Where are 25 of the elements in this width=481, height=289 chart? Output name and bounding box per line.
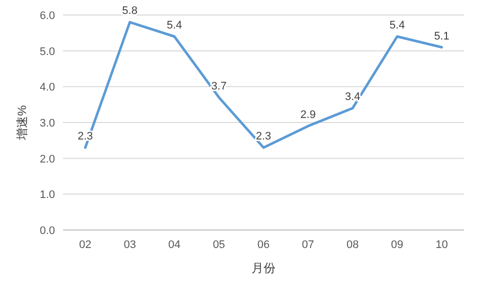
y-tick-label: 2.0 bbox=[40, 153, 55, 166]
data-label: 2.9 bbox=[300, 109, 316, 122]
x-tick-label: 03 bbox=[124, 239, 136, 251]
y-tick-label: 3.0 bbox=[40, 118, 55, 130]
data-label: 3.7 bbox=[211, 80, 227, 92]
x-tick-label: 05 bbox=[212, 239, 226, 251]
y-tick-label: 5.0 bbox=[40, 46, 55, 58]
y-axis-title: 增速% bbox=[15, 104, 29, 141]
y-tick-label: 6.0 bbox=[40, 10, 55, 22]
data-label: 5.4 bbox=[166, 20, 182, 32]
y-tick-label: 4.0 bbox=[40, 82, 55, 94]
data-label: 5.1 bbox=[434, 30, 450, 42]
y-tick-label: 0.0 bbox=[40, 225, 55, 237]
data-label: 2.3 bbox=[256, 130, 272, 143]
x-tick-label: 09 bbox=[391, 239, 404, 251]
x-tick-label: 02 bbox=[79, 239, 92, 251]
x-axis-title: 月份 bbox=[252, 261, 276, 275]
y-tick-label: 1.0 bbox=[40, 189, 55, 202]
data-label: 5.8 bbox=[122, 5, 138, 18]
x-tick-label: 06 bbox=[257, 239, 270, 251]
data-label: 5.4 bbox=[390, 20, 405, 32]
x-tick-label: 08 bbox=[346, 239, 359, 251]
x-tick-label: 10 bbox=[436, 239, 448, 251]
x-tick-label: 07 bbox=[302, 239, 314, 251]
x-tick-label: 04 bbox=[168, 239, 181, 251]
